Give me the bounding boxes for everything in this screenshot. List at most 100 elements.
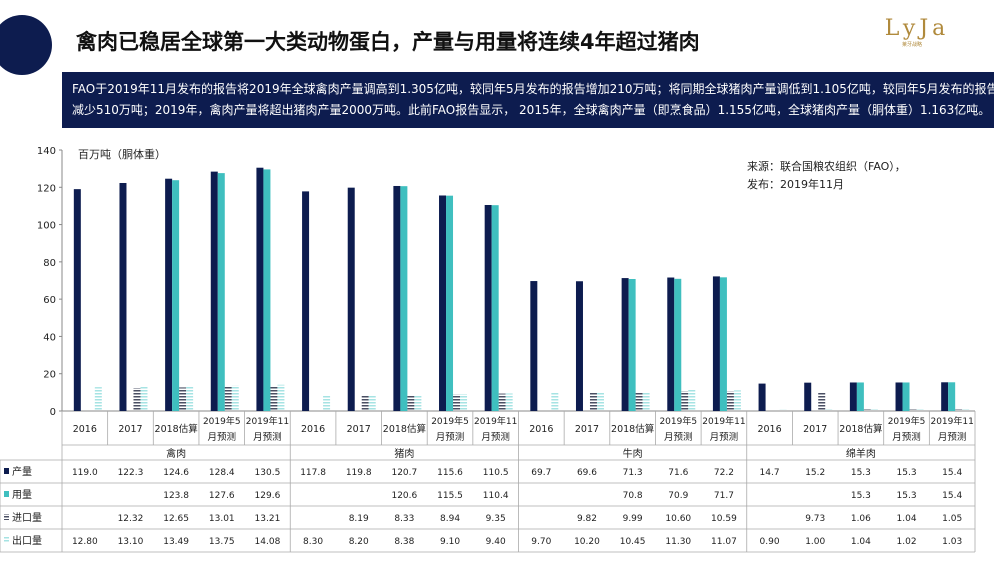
period-label: 月预测 (710, 432, 739, 443)
bar-import (863, 409, 871, 411)
table-value: 123.8 (163, 491, 189, 501)
bar-import (726, 391, 734, 411)
bar-import (224, 386, 232, 411)
table-value: 69.6 (577, 468, 597, 478)
bar-production (393, 185, 401, 411)
bar-export (916, 409, 924, 411)
bar-production (439, 195, 447, 411)
page-title: 禽肉已稳居全球第一大类动物蛋白，产量与用量将连续4年超过猪肉 (76, 30, 700, 54)
table-value: 10.59 (711, 514, 737, 524)
period-label: 2019年5 (888, 415, 926, 427)
table-value: 15.3 (897, 468, 917, 478)
table-value: 70.9 (668, 491, 688, 501)
bar-export (733, 390, 741, 411)
summary-line-2: 减少510万吨；2019年，禽肉产量将超出猪肉产量2000万吨。此前FAO报告显… (72, 103, 991, 117)
bar-import (361, 395, 369, 411)
table-value: 117.8 (300, 468, 326, 478)
table-value: 13.75 (209, 537, 235, 547)
bar-export (825, 409, 833, 411)
bar-export (688, 389, 696, 411)
bar-production (119, 182, 127, 411)
bar-export (231, 385, 239, 411)
table-value: 72.2 (714, 468, 734, 478)
bar-production (165, 178, 173, 411)
bar-export (460, 394, 468, 411)
bar-production (210, 171, 218, 411)
y-tick-label: 140 (37, 146, 56, 157)
table-value: 9.10 (440, 537, 460, 547)
bar-consumption (400, 186, 408, 411)
table-value: 124.6 (163, 468, 189, 478)
bar-production (347, 187, 355, 411)
group-label: 绵羊肉 (846, 447, 876, 460)
legend-swatch (4, 491, 9, 497)
bar-consumption (674, 278, 682, 411)
table-value: 15.4 (942, 468, 962, 478)
table-value: 13.10 (118, 537, 144, 547)
table-value: 1.04 (851, 537, 871, 547)
table-value: 8.94 (440, 514, 460, 524)
bar-export (94, 387, 102, 411)
bar-production (941, 382, 949, 411)
bar-production (73, 189, 81, 411)
bar-import (909, 409, 917, 411)
table-value: 120.7 (391, 468, 417, 478)
bar-production (484, 204, 492, 411)
period-label: 月预测 (938, 432, 967, 443)
table-value: 119.0 (72, 468, 98, 478)
bar-consumption (217, 173, 225, 411)
table-value: 119.8 (346, 468, 372, 478)
period-label: 2019年11 (930, 415, 973, 427)
table-value: 69.7 (531, 468, 551, 478)
bar-import (133, 388, 141, 411)
table-value: 1.06 (851, 514, 871, 524)
period-label: 2018估算 (383, 423, 426, 435)
y-tick-label: 100 (37, 221, 56, 232)
bar-consumption (902, 382, 910, 411)
bar-import (955, 409, 963, 411)
table-value: 110.5 (483, 468, 509, 478)
table-value: 8.19 (349, 514, 369, 524)
table-value: 14.08 (255, 537, 281, 547)
y-tick-label: 0 (50, 407, 56, 418)
table-value: 8.33 (394, 514, 414, 524)
table-value: 71.3 (623, 468, 643, 478)
period-label: 月预测 (481, 432, 510, 443)
table-value: 71.6 (668, 468, 688, 478)
legend-label: 产量 (12, 465, 32, 478)
bar-export (140, 386, 148, 411)
table-value: 13.49 (163, 537, 189, 547)
bar-export (870, 409, 878, 411)
legend-label: 进口量 (12, 512, 42, 524)
brand-circle-icon (0, 15, 52, 75)
bar-import (453, 394, 461, 411)
bar-production (804, 382, 812, 411)
table-value: 15.4 (942, 491, 962, 501)
table-value: 71.7 (714, 491, 734, 501)
period-label: 2019年5 (203, 415, 241, 427)
bar-production (667, 277, 675, 411)
table-value: 9.40 (486, 537, 506, 547)
bar-import (498, 393, 506, 411)
y-tick-label: 120 (37, 183, 56, 194)
period-label: 2016 (529, 424, 553, 435)
table-value: 1.03 (942, 537, 962, 547)
bar-import (407, 395, 415, 411)
bar-import (681, 391, 689, 411)
period-label: 月预测 (892, 432, 921, 443)
table-value: 1.02 (897, 537, 917, 547)
period-label: 月预测 (436, 432, 465, 443)
period-label: 2018估算 (155, 423, 198, 435)
table-value: 14.7 (760, 468, 780, 478)
legend-label: 出口量 (12, 534, 42, 547)
group-label: 牛肉 (623, 447, 643, 460)
table-value: 130.5 (255, 468, 281, 478)
table-value: 115.5 (437, 491, 463, 501)
period-label: 2018估算 (611, 423, 654, 435)
period-label: 2018估算 (839, 423, 882, 435)
bar-consumption (856, 382, 864, 411)
table-value: 15.2 (805, 468, 825, 478)
bar-import (270, 386, 278, 411)
table-value: 12.80 (72, 537, 98, 547)
bar-consumption (719, 277, 727, 411)
